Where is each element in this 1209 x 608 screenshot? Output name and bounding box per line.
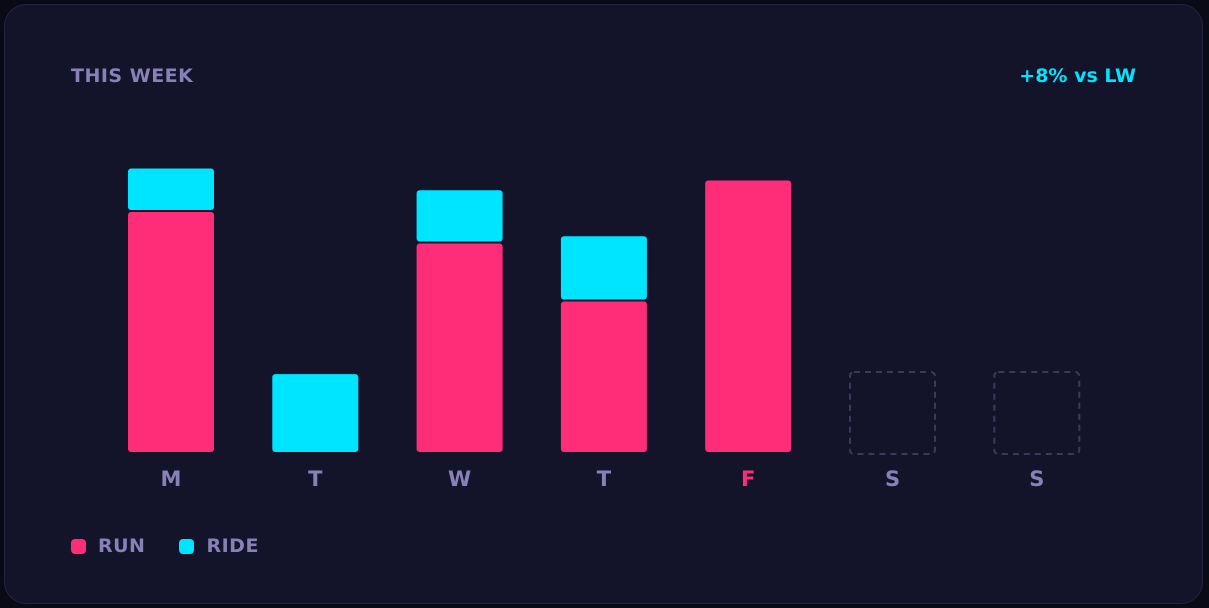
day-tick-label: F: [741, 467, 755, 491]
empty-day-placeholder: [993, 371, 1081, 455]
bar-segment-ride[interactable]: [416, 190, 503, 242]
legend-item-run: RUN: [71, 535, 145, 557]
card-title: THIS WEEK: [71, 65, 194, 87]
legend-swatch-run: [71, 538, 86, 554]
day-tick-label: S: [1029, 467, 1044, 491]
empty-day-placeholder: [849, 371, 936, 455]
bar-segment-run[interactable]: [560, 301, 647, 452]
bar-segment-ride[interactable]: [560, 236, 647, 300]
bar-segment-run[interactable]: [705, 180, 792, 453]
day-tick-label: M: [161, 467, 182, 491]
week-delta-badge: +8% vs LW: [1019, 65, 1136, 87]
bar-segment-run[interactable]: [416, 243, 503, 452]
chart-legend: RUN RIDE: [71, 535, 293, 557]
legend-label-run: RUN: [98, 535, 146, 557]
bar-segment-ride[interactable]: [272, 374, 359, 452]
bar-segment-ride[interactable]: [128, 168, 214, 210]
legend-swatch-ride: [179, 538, 195, 554]
legend-item-ride: RIDE: [179, 535, 258, 557]
day-tick-label: T: [308, 467, 323, 491]
day-tick-label: T: [597, 467, 612, 491]
legend-label-ride: RIDE: [206, 535, 259, 557]
day-tick-label: W: [448, 467, 471, 491]
bar-segment-run[interactable]: [128, 212, 214, 452]
day-tick-label: S: [885, 467, 900, 491]
